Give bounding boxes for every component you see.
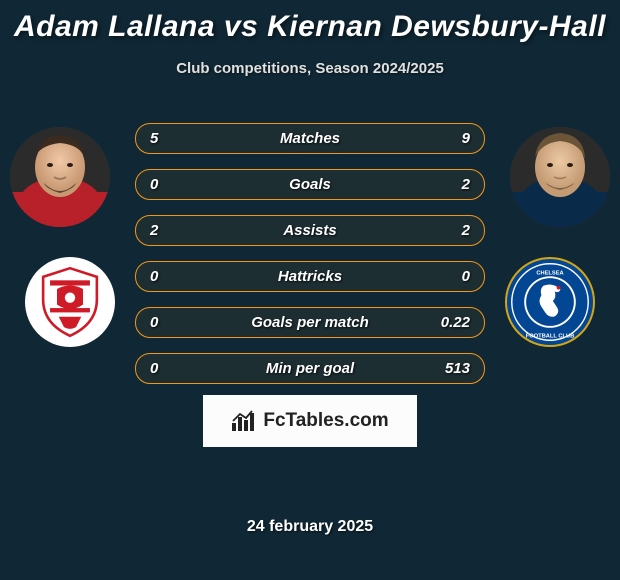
stat-right-value: 9 [462, 130, 470, 147]
page-title: Adam Lallana vs Kiernan Dewsbury-Hall [0, 0, 620, 44]
stat-right-value: 2 [462, 222, 470, 239]
stat-label: Hattricks [136, 268, 484, 285]
stat-right-value: 2 [462, 176, 470, 193]
stat-row-assists: 2 Assists 2 [135, 215, 485, 246]
stat-left-value: 0 [150, 176, 158, 193]
player-left-avatar [10, 127, 110, 227]
club-badge-left [25, 257, 115, 347]
stat-label: Min per goal [136, 360, 484, 377]
stat-row-min-per-goal: 0 Min per goal 513 [135, 353, 485, 384]
stat-label: Matches [136, 130, 484, 147]
stat-left-value: 0 [150, 360, 158, 377]
stat-row-matches: 5 Matches 9 [135, 123, 485, 154]
player-right-avatar [510, 127, 610, 227]
svg-text:CHELSEA: CHELSEA [536, 270, 563, 276]
stat-label: Assists [136, 222, 484, 239]
fctables-logo: FcTables.com [203, 395, 417, 447]
subtitle: Club competitions, Season 2024/2025 [0, 60, 620, 77]
svg-text:FOOTBALL CLUB: FOOTBALL CLUB [526, 333, 575, 339]
stat-row-hattricks: 0 Hattricks 0 [135, 261, 485, 292]
club-badge-right: CHELSEA FOOTBALL CLUB [505, 257, 595, 347]
stat-row-goals-per-match: 0 Goals per match 0.22 [135, 307, 485, 338]
stat-left-value: 5 [150, 130, 158, 147]
logo-text: FcTables.com [263, 410, 388, 432]
stat-right-value: 0 [462, 268, 470, 285]
stat-row-goals: 0 Goals 2 [135, 169, 485, 200]
stat-label: Goals [136, 176, 484, 193]
stats-container: 5 Matches 9 0 Goals 2 2 Assists 2 0 Hatt… [135, 123, 485, 399]
stat-label: Goals per match [136, 314, 484, 331]
date-text: 24 february 2025 [0, 518, 620, 536]
stat-left-value: 2 [150, 222, 158, 239]
chart-icon [231, 409, 257, 433]
stat-left-value: 0 [150, 314, 158, 331]
stat-left-value: 0 [150, 268, 158, 285]
stat-right-value: 513 [445, 360, 470, 377]
stat-right-value: 0.22 [441, 314, 470, 331]
